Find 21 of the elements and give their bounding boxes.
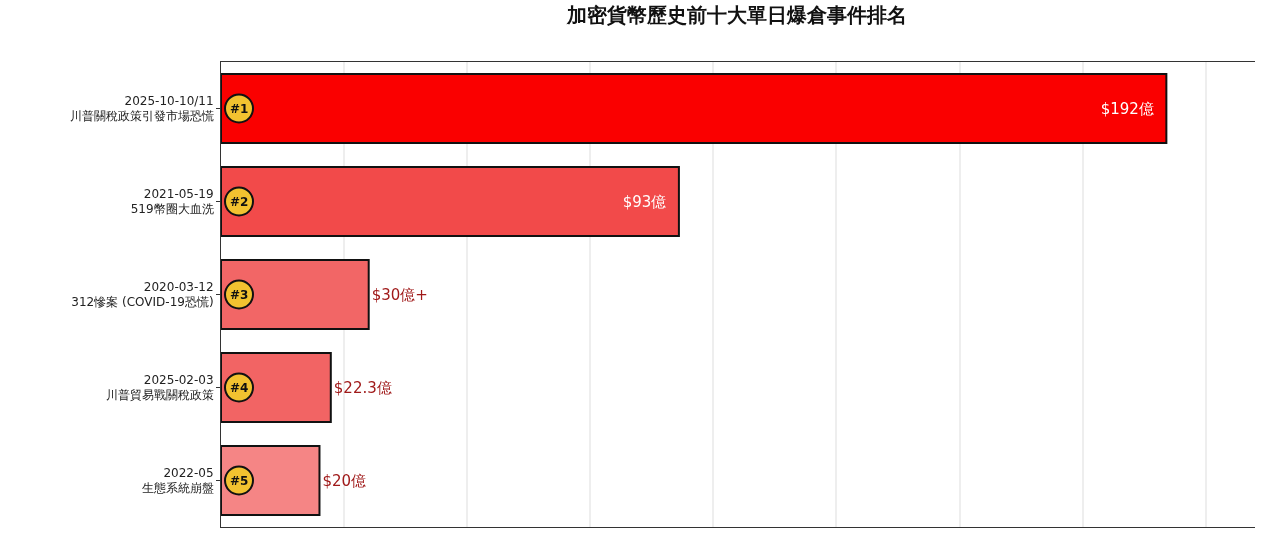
data-label: $192億 [1100, 99, 1164, 118]
y-tick-label: 2021-05-19 519幣圈大血洗 [130, 186, 214, 217]
data-label: $93億 [622, 192, 676, 211]
annotation: #5 [230, 474, 249, 488]
data-label: $22.3億 [333, 378, 402, 397]
bar [221, 73, 1168, 144]
bar [221, 352, 332, 423]
bar [221, 445, 321, 516]
y-tick-label: 2025-10-10/11 川普關稅政策引發市場恐慌 [69, 93, 214, 124]
annotation: #3 [230, 288, 249, 302]
bar [221, 259, 370, 330]
y-tick-label: 2022-05 生態系統崩盤 [141, 465, 214, 496]
annotation: #2 [230, 195, 249, 209]
annotation: #1 [230, 102, 249, 116]
y-tick-label: 2020-03-12 312慘案 (COVID-19恐慌) [71, 279, 214, 310]
data-label: $30億+ [371, 285, 438, 304]
y-tick-label: 2025-02-03 川普貿易戰關稅政策 [105, 372, 214, 403]
bar [221, 166, 680, 237]
annotation: #4 [230, 381, 249, 395]
chart-title: 加密貨幣歷史前十大單日爆倉事件排名 [565, 3, 907, 28]
data-label: $20億 [322, 471, 376, 490]
